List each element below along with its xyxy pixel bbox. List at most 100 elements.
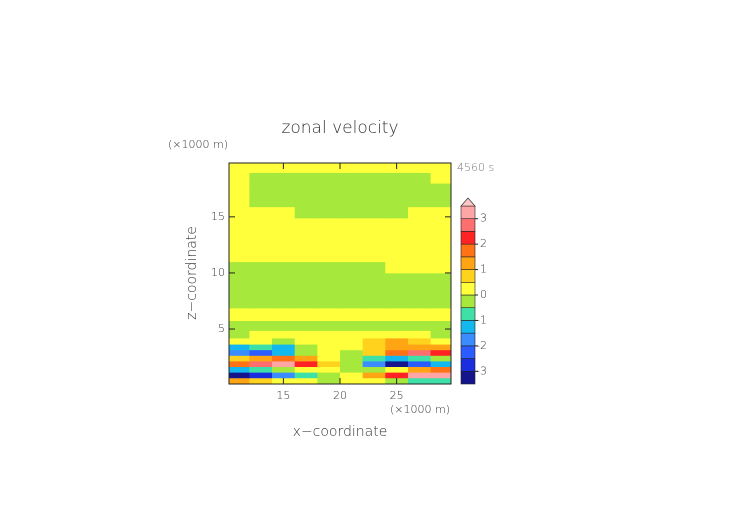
field-cell: [272, 366, 296, 373]
field-cell: [362, 284, 386, 296]
field-cell: [294, 206, 318, 219]
field-cell: [362, 338, 386, 345]
x-axis-label: x−coordinate: [293, 424, 388, 440]
field-cell: [362, 361, 386, 368]
field-cell: [385, 239, 409, 251]
field-cell: [229, 172, 250, 184]
field-cell: [249, 163, 273, 173]
field-cell: [340, 361, 364, 368]
field-cell: [317, 284, 341, 296]
field-cell: [317, 377, 341, 385]
field-cell: [430, 284, 452, 296]
field-cell: [362, 330, 386, 339]
field-cell: [317, 295, 341, 309]
field-cell: [317, 361, 341, 368]
y-axis-label: z−coordinate: [184, 226, 200, 320]
colorbar-segment: [460, 205, 476, 220]
field-cell: [249, 338, 273, 345]
x-unit: (×1000 m): [390, 403, 450, 416]
field-cell: [249, 320, 273, 331]
y-tick-label: 10: [211, 266, 225, 279]
field-cell: [229, 338, 250, 345]
time-label: 4560 s: [457, 161, 494, 174]
field-cell: [249, 228, 273, 240]
field-cell: [229, 284, 250, 296]
field-cell: [340, 272, 364, 285]
field-cell: [229, 261, 250, 274]
field-cell: [249, 372, 273, 379]
field-cell: [385, 261, 409, 274]
field-cell: [249, 355, 273, 362]
field-cell: [385, 228, 409, 240]
field-cell: [317, 272, 341, 285]
field-cell: [407, 344, 432, 351]
field-cell: [249, 307, 273, 322]
field-cell: [407, 163, 432, 173]
field-cell: [294, 250, 318, 263]
field-cell: [362, 194, 386, 208]
field: [229, 163, 452, 385]
field-cell: [294, 284, 318, 296]
field-cell: [385, 194, 409, 208]
colorbar-segment: [460, 345, 476, 359]
field-cell: [362, 239, 386, 251]
field-cell: [294, 361, 318, 368]
colorbar-segment: [460, 370, 476, 385]
field-cell: [430, 194, 452, 208]
colorbar-segment: [460, 231, 476, 245]
field-cell: [340, 344, 364, 351]
field-cell: [430, 217, 452, 229]
colorbar-segment: [460, 358, 476, 372]
field-cell: [317, 217, 341, 229]
colorbar-segment: [460, 256, 476, 270]
field-cell: [317, 250, 341, 263]
field-cell: [294, 239, 318, 251]
field-cell: [430, 239, 452, 251]
colorbar-segment: [460, 307, 476, 321]
field-cell: [229, 206, 250, 219]
colorbar-tick-label: 2: [480, 237, 487, 250]
colorbar-extension: [460, 197, 476, 207]
field-cell: [340, 250, 364, 263]
field-cell: [407, 361, 432, 368]
field-cell: [249, 377, 273, 385]
x-tick-label: 15: [276, 389, 290, 402]
field-cell: [362, 344, 386, 351]
field-cell: [249, 250, 273, 263]
field-cell: [430, 338, 452, 345]
field-cell: [272, 307, 296, 322]
x-tick-label: 20: [333, 389, 347, 402]
field-cell: [272, 194, 296, 208]
field-cell: [362, 250, 386, 263]
field-cell: [229, 272, 250, 285]
colorbar-segment: [460, 294, 476, 309]
field-cell: [229, 355, 250, 362]
field-cell: [294, 172, 318, 184]
field-cell: [294, 349, 318, 356]
field-cell: [229, 344, 250, 351]
field-cell: [294, 194, 318, 208]
field-cell: [340, 239, 364, 251]
field-cell: [272, 272, 296, 285]
field-cell: [362, 163, 386, 173]
field-cell: [385, 320, 409, 331]
field-cell: [294, 183, 318, 195]
field-cell: [340, 349, 364, 356]
field-cell: [362, 372, 386, 379]
field-cell: [294, 261, 318, 274]
field-cell: [249, 239, 273, 251]
field-cell: [385, 284, 409, 296]
colorbar-segment: [460, 218, 476, 232]
field-cell: [317, 239, 341, 251]
field-cell: [249, 349, 273, 356]
field-cell: [249, 206, 273, 219]
field-cell: [385, 338, 409, 345]
field-cell: [317, 307, 341, 322]
field-cell: [407, 239, 432, 251]
field-cell: [294, 355, 318, 362]
colorbar-tick-label: -1: [476, 313, 487, 326]
field-cell: [362, 349, 386, 356]
colorbar-tick-label: -3: [476, 364, 487, 377]
y-tick-label: 5: [218, 322, 225, 335]
field-cell: [362, 295, 386, 309]
